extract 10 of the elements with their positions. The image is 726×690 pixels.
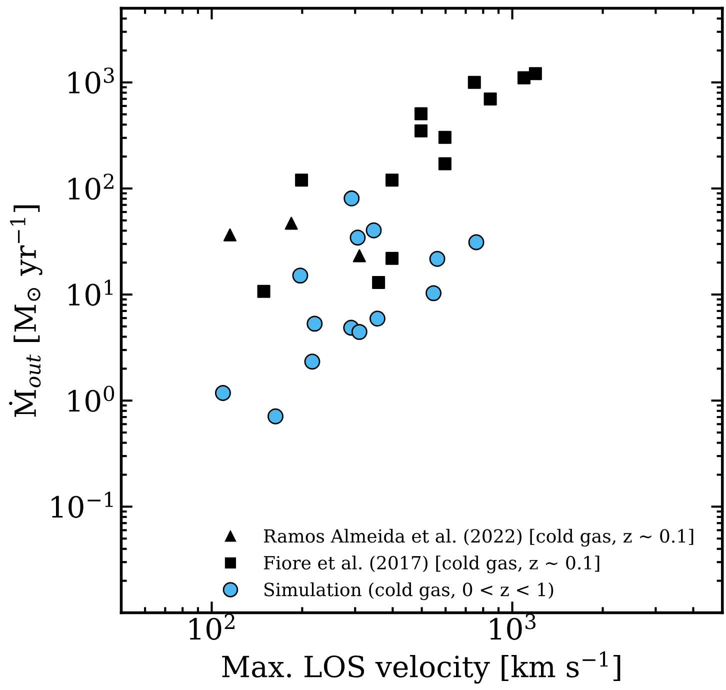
legend-label: Simulation (cold gas, 0 < z < 1): [264, 582, 554, 600]
legend-label: Ramos Almeida et al. (2022) [cold gas, z ∼ 0.1]: [264, 528, 694, 547]
y-tick-label: 10$^{2}$: [68, 174, 114, 200]
y-tick-label: 10$^{−1}$: [52, 492, 113, 518]
x-axis-title: Max. LOS velocity [km s$^{−1}$]: [222, 651, 620, 684]
y-tick-label: 10$^{3}$: [68, 68, 114, 94]
y-tick-label: 10$^{1}$: [68, 280, 113, 306]
legend-label: Fiore et al. (2017) [cold gas, z ∼ 0.1]: [264, 556, 600, 574]
y-axis-title: Ṁ$_{out}$ [M$_{⊙}$ yr$^{−1}$]: [9, 205, 42, 417]
y-tick-label: 10$^{0}$: [68, 386, 114, 412]
